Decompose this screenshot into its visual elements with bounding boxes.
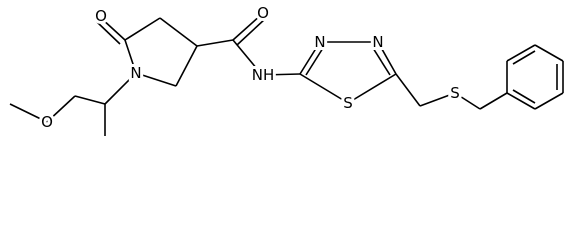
atom-label: S [450, 84, 460, 102]
molecule: O N O O NH N N S S [9, 4, 564, 136]
atom-label: N [314, 33, 325, 51]
bonds [9, 13, 564, 136]
atom-label: O [257, 4, 269, 22]
atom-label: O [95, 7, 107, 25]
atom-label: N [372, 33, 383, 51]
atom-label: NH [252, 66, 275, 84]
atom-label: O [41, 113, 53, 131]
atom-label: S [343, 94, 353, 112]
atom-label: N [130, 64, 141, 82]
